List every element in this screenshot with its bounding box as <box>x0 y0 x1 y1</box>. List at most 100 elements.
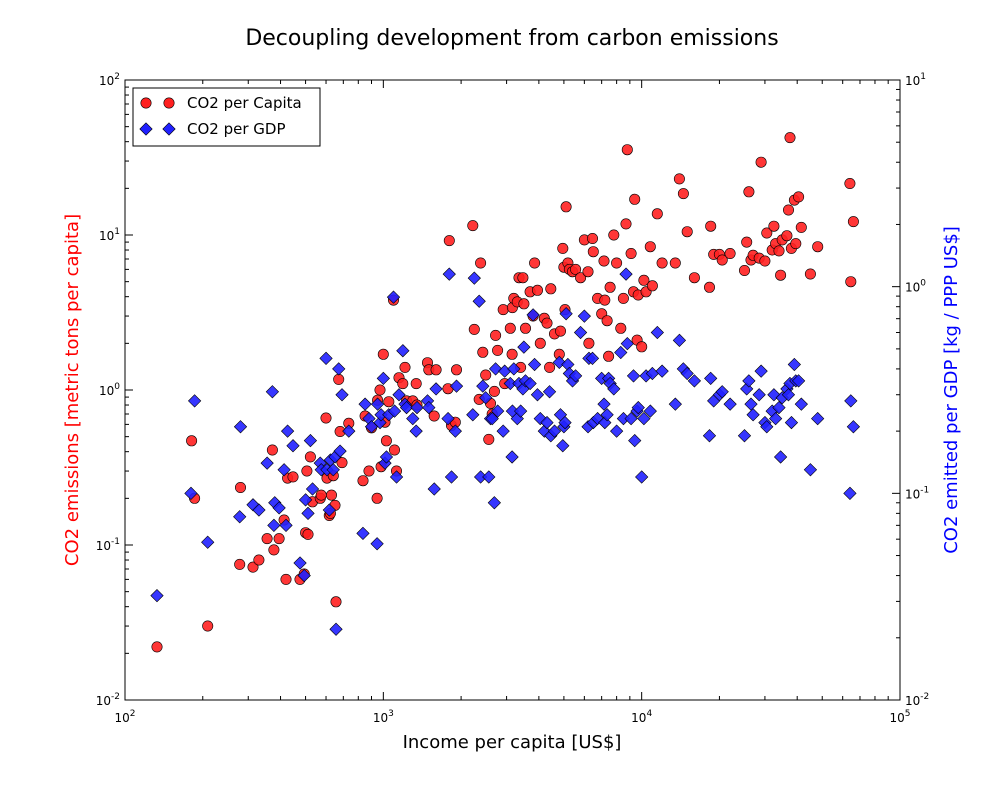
legend-marker-diamond <box>162 122 176 136</box>
data-point-circle <box>330 596 342 608</box>
y-left-tick-label: 10-2 <box>96 692 120 708</box>
data-point-diamond <box>252 503 266 517</box>
data-point-diamond <box>233 420 248 434</box>
data-point-diamond <box>427 482 441 496</box>
x-tick-label: 103 <box>373 709 394 725</box>
data-point-circle <box>784 132 796 144</box>
data-point-circle <box>601 315 613 327</box>
data-point-circle <box>790 238 802 250</box>
data-point-diamond <box>396 344 410 358</box>
data-point-diamond <box>422 400 436 415</box>
data-point-diamond <box>650 325 664 340</box>
data-point-circle <box>315 489 327 501</box>
chart-title: Decoupling development from carbon emiss… <box>245 26 778 51</box>
data-point-circle <box>703 281 715 293</box>
data-point-diamond <box>754 364 768 378</box>
data-point-circle <box>410 378 422 390</box>
data-point-circle <box>688 272 700 284</box>
data-point-circle <box>504 322 516 334</box>
data-point-diamond <box>559 307 573 321</box>
series-co2-per-capita <box>151 132 859 653</box>
data-point-diamond <box>514 404 528 418</box>
data-point-circle <box>812 241 824 253</box>
data-point-diamond <box>342 424 356 438</box>
data-point-diamond <box>746 408 760 422</box>
data-point-diamond <box>280 424 295 438</box>
data-point-diamond <box>742 374 756 388</box>
data-point-diamond <box>358 397 372 411</box>
data-point-circle <box>608 229 620 241</box>
data-point-circle <box>587 246 599 258</box>
data-point-circle <box>615 322 627 334</box>
data-point-diamond <box>628 433 642 448</box>
data-point-circle <box>844 178 856 190</box>
data-point-circle <box>377 348 389 360</box>
data-point-diamond <box>585 351 600 365</box>
data-point-circle <box>582 266 594 278</box>
data-point-diamond <box>568 369 583 383</box>
data-point-diamond <box>297 568 311 583</box>
data-point-diamond <box>505 450 519 464</box>
data-point-diamond <box>429 382 443 396</box>
data-point-diamond <box>723 397 737 411</box>
data-point-diamond <box>542 385 557 399</box>
data-point-circle <box>287 471 299 483</box>
data-point-diamond <box>597 397 611 411</box>
data-point-circle <box>681 226 693 238</box>
series-co2-per-gdp <box>150 267 861 636</box>
data-point-diamond <box>503 376 517 391</box>
data-point-circle <box>468 323 480 335</box>
data-point-diamond <box>410 400 424 415</box>
x-tick-label: 104 <box>631 709 652 725</box>
data-point-circle <box>544 361 556 373</box>
data-point-circle <box>517 272 529 284</box>
data-point-circle <box>768 220 780 232</box>
legend-entry: CO2 per GDP <box>139 120 286 138</box>
data-point-diamond <box>687 374 702 388</box>
data-point-diamond <box>441 411 455 426</box>
data-point-diamond <box>487 496 501 510</box>
data-point-circle <box>755 156 767 168</box>
data-point-diamond <box>702 429 717 443</box>
data-point-circle <box>775 269 787 281</box>
data-point-diamond <box>329 622 343 636</box>
data-point-diamond <box>442 267 456 281</box>
data-point-circle <box>531 284 543 296</box>
data-point-diamond <box>319 351 333 365</box>
data-point-circle <box>374 384 386 396</box>
data-point-diamond <box>187 394 202 408</box>
data-point-circle <box>716 254 728 266</box>
data-point-diamond <box>406 411 420 426</box>
data-point-circle <box>636 341 648 353</box>
data-point-diamond <box>379 450 394 464</box>
data-point-diamond <box>444 470 459 484</box>
data-point-circle <box>488 385 500 397</box>
data-point-diamond <box>527 357 542 372</box>
data-point-diamond <box>610 424 624 438</box>
data-point-diamond <box>201 535 215 549</box>
data-point-circle <box>677 188 689 200</box>
data-point-diamond <box>744 397 758 411</box>
data-point-circle <box>656 257 668 269</box>
data-point-circle <box>430 364 442 376</box>
data-point-diamond <box>491 404 505 418</box>
y-right-tick-label: 101 <box>905 72 926 88</box>
data-point-diamond <box>267 518 281 532</box>
data-point-circle <box>363 465 375 477</box>
data-point-circle <box>497 304 509 316</box>
data-point-diamond <box>496 424 510 438</box>
data-point-circle <box>669 257 681 269</box>
data-point-diamond <box>846 420 861 434</box>
x-tick-label: 105 <box>889 709 910 725</box>
data-point-circle <box>304 451 316 463</box>
data-point-circle <box>604 281 616 293</box>
data-point-diamond <box>607 382 621 396</box>
data-point-diamond <box>620 337 634 351</box>
data-point-diamond <box>803 463 818 477</box>
data-point-diamond <box>540 415 554 430</box>
data-point-circle <box>443 235 455 247</box>
data-point-circle <box>371 492 383 504</box>
data-point-circle <box>399 361 411 373</box>
data-point-diamond <box>773 450 788 464</box>
data-point-circle <box>705 220 717 232</box>
